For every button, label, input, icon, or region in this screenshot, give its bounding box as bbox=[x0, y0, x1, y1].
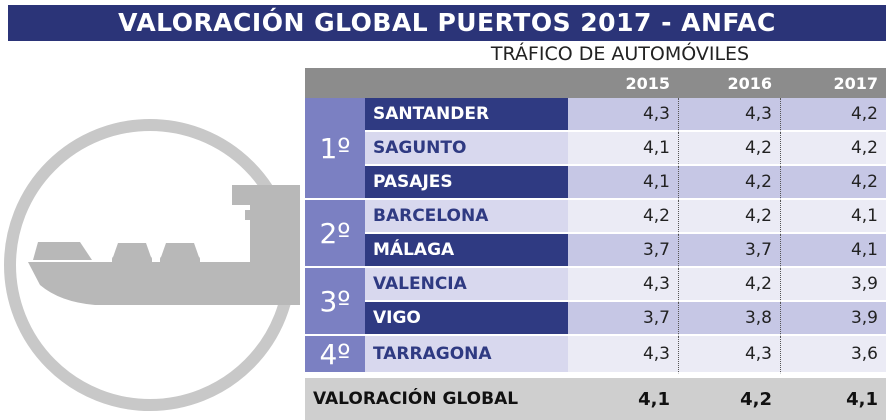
value-cell: 4,3 bbox=[568, 268, 678, 302]
footer-row bbox=[305, 378, 886, 420]
column-header: 2015 bbox=[625, 73, 670, 93]
value-cell: 4,1 bbox=[568, 166, 678, 200]
city-cell: BARCELONA bbox=[365, 200, 568, 234]
value-cell: 4,1 bbox=[780, 234, 886, 268]
value-cell: 3,7 bbox=[568, 234, 678, 268]
city-cell: SAGUNTO bbox=[365, 132, 568, 166]
ship-icon bbox=[4, 119, 300, 411]
footer-value: 4,1 bbox=[638, 388, 670, 410]
value-cell: 4,3 bbox=[678, 98, 780, 132]
value-cell: 3,6 bbox=[780, 336, 886, 374]
city-cell: TARRAGONA bbox=[365, 336, 568, 374]
city-cell: PASAJES bbox=[365, 166, 568, 200]
value-cell: 3,9 bbox=[780, 302, 886, 336]
value-cell: 3,8 bbox=[678, 302, 780, 336]
rank-cell: 1º bbox=[305, 98, 365, 200]
footer-label: VALORACIÓN GLOBAL bbox=[313, 389, 519, 409]
rank-cell: 4º bbox=[305, 336, 365, 374]
footer-value: 4,2 bbox=[740, 388, 772, 410]
value-cell: 4,2 bbox=[678, 166, 780, 200]
rank-cell: 2º bbox=[305, 200, 365, 268]
city-cell: SANTANDER bbox=[365, 98, 568, 132]
value-cell: 4,2 bbox=[780, 132, 886, 166]
title: VALORACIÓN GLOBAL PUERTOS 2017 - ANFAC bbox=[8, 5, 886, 41]
city-cell: VIGO bbox=[365, 302, 568, 336]
value-cell: 4,2 bbox=[678, 200, 780, 234]
value-cell: 4,3 bbox=[568, 98, 678, 132]
value-cell: 4,3 bbox=[568, 336, 678, 374]
value-cell: 4,2 bbox=[678, 268, 780, 302]
value-cell: 4,2 bbox=[678, 132, 780, 166]
value-cell: 4,2 bbox=[568, 200, 678, 234]
rank-cell: 3º bbox=[305, 268, 365, 336]
column-header: 2016 bbox=[727, 73, 772, 93]
city-cell: VALENCIA bbox=[365, 268, 568, 302]
value-cell: 4,2 bbox=[780, 166, 886, 200]
value-cell: 4,1 bbox=[780, 200, 886, 234]
value-cell: 3,7 bbox=[678, 234, 780, 268]
city-cell: MÁLAGA bbox=[365, 234, 568, 268]
value-cell: 4,3 bbox=[678, 336, 780, 374]
value-cell: 3,9 bbox=[780, 268, 886, 302]
value-cell: 4,2 bbox=[780, 98, 886, 132]
column-header: 2017 bbox=[833, 73, 878, 93]
value-cell: 4,1 bbox=[568, 132, 678, 166]
value-cell: 3,7 bbox=[568, 302, 678, 336]
header-row bbox=[305, 68, 886, 98]
subtitle: TRÁFICO DE AUTOMÓVILES bbox=[490, 43, 750, 65]
footer-value: 4,1 bbox=[846, 388, 878, 410]
